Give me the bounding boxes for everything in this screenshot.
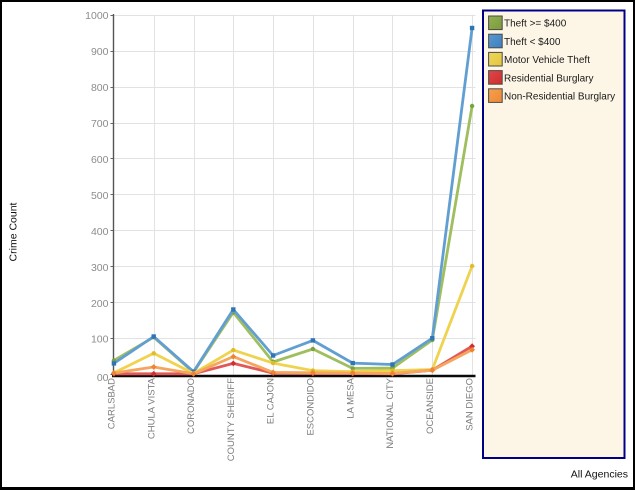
svg-text:700: 700 — [91, 118, 109, 130]
svg-text:All Agencies: All Agencies — [571, 469, 628, 481]
svg-text:300: 300 — [91, 262, 109, 274]
svg-text:Residential Burglary: Residential Burglary — [504, 73, 594, 84]
svg-text:CARLSBAD: CARLSBAD — [107, 378, 118, 429]
svg-text:Crime Count: Crime Count — [8, 202, 20, 261]
svg-text:COUNTY SHERIFF: COUNTY SHERIFF — [226, 378, 237, 461]
svg-text:500: 500 — [91, 190, 109, 202]
svg-text:100: 100 — [91, 334, 109, 346]
svg-text:Non-Residential Burglary: Non-Residential Burglary — [504, 92, 615, 103]
svg-text:800: 800 — [91, 82, 109, 94]
svg-text:900: 900 — [91, 46, 109, 58]
svg-text:OCEANSIDE: OCEANSIDE — [425, 378, 436, 434]
svg-text:CHULA VISTA: CHULA VISTA — [146, 377, 157, 439]
svg-text:NATIONAL CITY: NATIONAL CITY — [385, 377, 396, 448]
svg-text:SAN DIEGO: SAN DIEGO — [465, 378, 476, 431]
svg-text:200: 200 — [91, 298, 109, 310]
svg-text:Theft < $400: Theft < $400 — [504, 37, 561, 48]
svg-text:600: 600 — [91, 154, 109, 166]
svg-text:1000: 1000 — [85, 10, 109, 22]
svg-text:400: 400 — [91, 226, 109, 238]
svg-text:ESCONDIDO: ESCONDIDO — [306, 378, 317, 436]
svg-text:Motor Vehicle Theft: Motor Vehicle Theft — [504, 55, 590, 66]
svg-text:Theft >= $400: Theft >= $400 — [504, 19, 567, 30]
svg-text:EL CAJON: EL CAJON — [266, 378, 277, 424]
svg-text:CORONADO: CORONADO — [186, 378, 197, 434]
svg-text:00: 00 — [97, 372, 109, 384]
svg-text:LA MESA: LA MESA — [345, 377, 356, 418]
